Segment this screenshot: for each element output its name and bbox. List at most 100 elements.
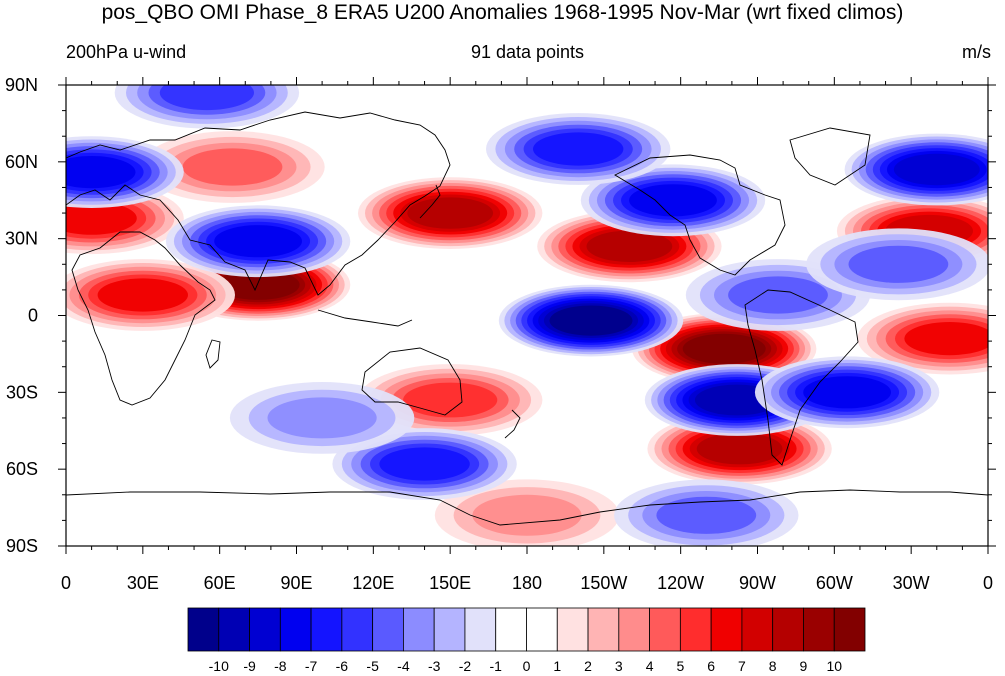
colorbar-swatch (587, 607, 620, 652)
lon-label: 150E (429, 573, 471, 593)
lon-label: 30W (893, 573, 930, 593)
lon-label: 90W (739, 573, 776, 593)
colorbar-swatch (403, 607, 435, 652)
colorbar-swatch (833, 607, 866, 652)
colorbar-swatch (218, 607, 250, 652)
lon-label: 150W (580, 573, 627, 593)
colorbar-label: 4 (646, 658, 654, 674)
lon-label: 0 (983, 573, 993, 593)
coastline-south-america (744, 289, 859, 466)
colorbar-swatch (341, 607, 374, 652)
colorbar-label: -9 (243, 658, 256, 674)
anomaly-contour-11-3 (472, 494, 582, 536)
colorbar-label: 2 (584, 658, 592, 674)
colorbar-label: -10 (209, 658, 229, 674)
colorbar-label: -1 (490, 658, 503, 674)
anomaly-contour-0-10 (216, 269, 300, 300)
colorbar-label: 5 (676, 658, 684, 674)
coastline-indonesia (317, 309, 413, 327)
anomaly-contour-20-7 (66, 156, 136, 189)
coastline-japan (419, 184, 441, 219)
colorbar-label: 8 (769, 658, 777, 674)
anomaly-contour-24-4 (656, 496, 757, 534)
colorbar-label: -7 (305, 658, 318, 674)
anomaly-contour-8-8 (696, 433, 783, 465)
anomaly-contour-1-6 (97, 278, 188, 312)
anomaly-contour-6-10 (682, 333, 766, 364)
anomaly-contour-17-7 (629, 184, 717, 217)
colorbar-label: -2 (459, 658, 472, 674)
colorbar-swatch (464, 607, 497, 652)
anomaly-contour-23-4 (848, 245, 949, 283)
anomaly-contour-21-5 (159, 85, 254, 111)
colorbar-label: 9 (800, 658, 808, 674)
coastlines (66, 111, 988, 526)
lon-label: 0 (61, 573, 71, 593)
anomaly-contour-18-6 (533, 132, 624, 166)
colorbar-label: 1 (553, 658, 561, 674)
colorbar-swatch (772, 607, 804, 652)
anomaly-contour-16-6 (379, 447, 470, 481)
anomaly-contour-2-8 (407, 197, 494, 229)
colorbar-swatch (526, 607, 558, 652)
coastline-madagascar (205, 339, 221, 369)
colorbar-swatch (679, 607, 712, 652)
lon-label: 120W (657, 573, 704, 593)
anomaly-contour-9-5 (403, 382, 498, 418)
colorbar-swatch (310, 607, 343, 652)
colorbar-label: 6 (707, 658, 715, 674)
anomaly-contour-25-3 (267, 397, 377, 439)
colorbar-label: -3 (428, 658, 441, 674)
colorbar-label: -4 (397, 658, 410, 674)
colorbar-label: -8 (274, 658, 287, 674)
units-label: m/s (962, 42, 991, 62)
colorbar-swatch (187, 607, 220, 652)
colorbar-swatch (618, 607, 650, 652)
sample-count-label: 91 data points (470, 42, 585, 62)
colorbar-label: 10 (826, 658, 842, 674)
coastline-australia (361, 347, 463, 416)
coastline-eurasia (66, 111, 451, 296)
lat-label: 90N (5, 75, 38, 95)
anomaly-contour-10-4 (182, 148, 283, 186)
coastline-new-zealand (504, 409, 521, 439)
colorbar-swatch (556, 607, 589, 652)
colorbar-swatch (803, 607, 835, 652)
anomaly-contour-19-8 (893, 153, 980, 186)
latitude-labels: 90N 60N 30N 0 30S 60S 90S (5, 75, 38, 556)
lon-label: 180 (512, 573, 542, 593)
colorbar-swatch (249, 607, 281, 652)
colorbar-label: 3 (615, 658, 623, 674)
lon-label: 60W (816, 573, 853, 593)
map-frame (58, 77, 996, 554)
coastline-antarctica (66, 489, 988, 526)
coastline-north-america (614, 154, 786, 276)
lat-label: 30N (5, 229, 38, 249)
anomaly-contour-15-7 (803, 376, 891, 409)
colorbar-label: 7 (738, 658, 746, 674)
colorbar-label: -6 (336, 658, 349, 674)
longitude-labels: 0 30E 60E 90E 120E 150E 180 150W 120W 90W 60W 30W 0 (61, 573, 993, 593)
colorbar-swatch (495, 607, 527, 652)
anomaly-contour-5-6 (66, 201, 137, 235)
anomaly-contour-22-4 (728, 276, 828, 314)
colorbar-label: -5 (366, 658, 379, 674)
lon-label: 120E (352, 573, 394, 593)
chart-title: pos_QBO OMI Phase_8 ERA5 U200 Anomalies … (101, 1, 904, 24)
colorbar-swatch (649, 607, 681, 652)
coastline-greenland (789, 127, 871, 186)
lon-label: 60E (204, 573, 236, 593)
lat-label: 0 (28, 306, 38, 326)
colorbar-swatch (433, 607, 466, 652)
lon-label: 90E (280, 573, 312, 593)
colorbar-swatch (372, 607, 404, 652)
anomaly-contour-7-6 (904, 322, 988, 356)
lat-label: 30S (6, 382, 38, 402)
colorbar-swatch (279, 607, 312, 652)
anomaly-field (66, 85, 988, 546)
coastline-africa (71, 231, 216, 406)
anomaly-contour-3-8 (586, 230, 673, 262)
lat-label: 90S (6, 536, 38, 556)
anomaly-contour-12-10 (549, 305, 633, 336)
